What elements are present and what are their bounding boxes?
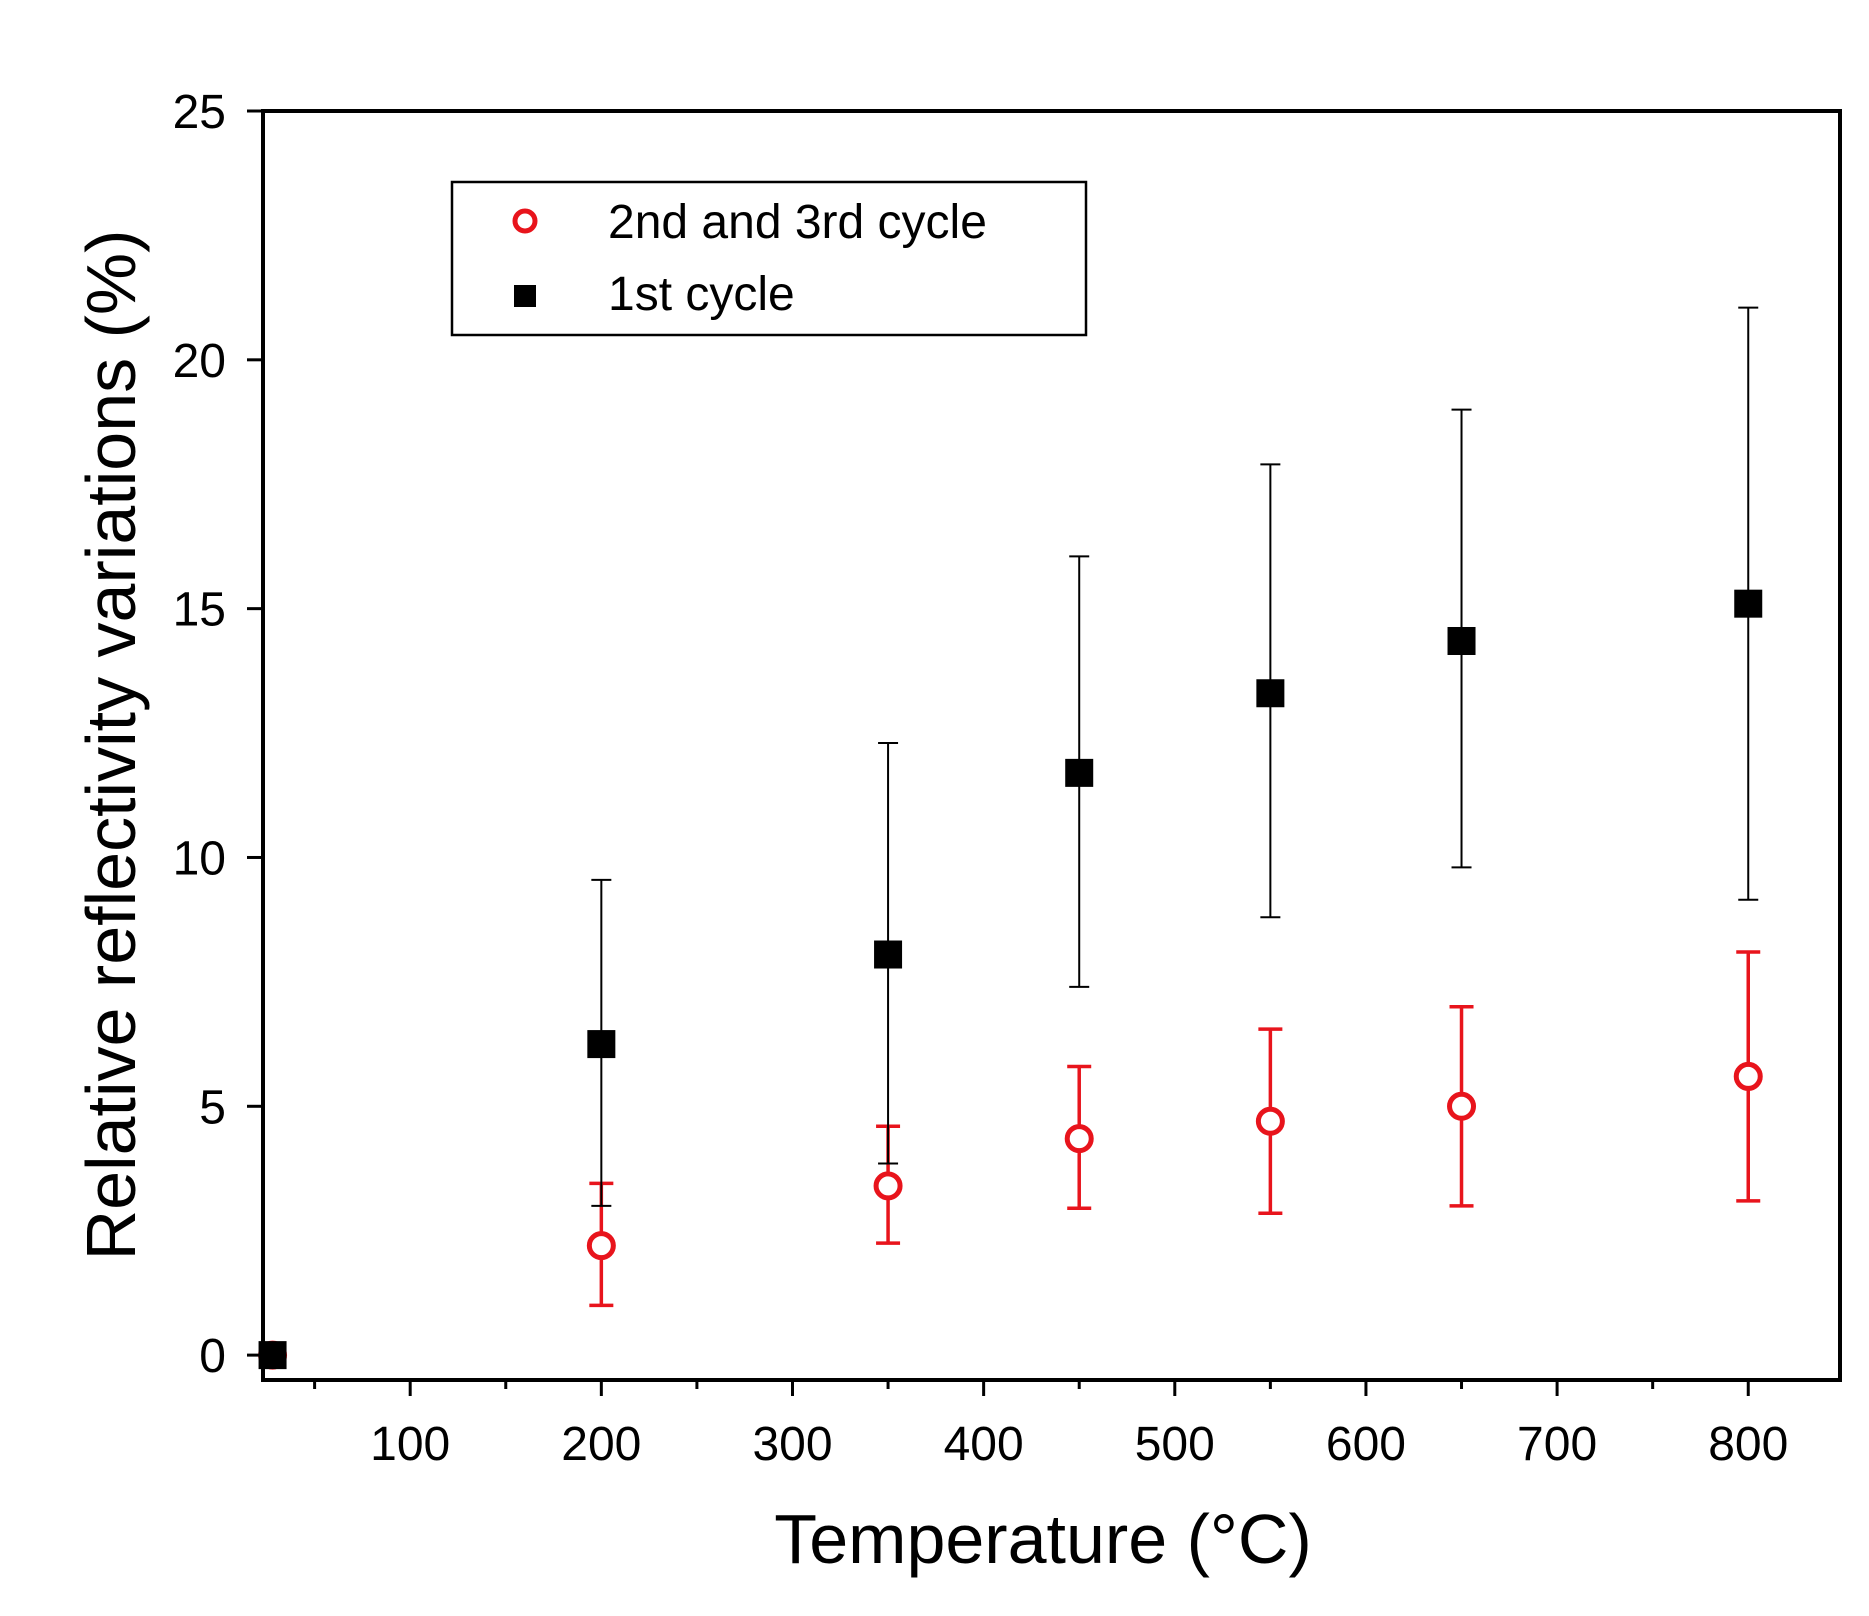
y-tick-label: 15 <box>173 584 226 637</box>
legend: 2nd and 3rd cycle 1st cycle <box>450 180 1088 337</box>
x-axis: 100 200 300 400 500 600 700 800 <box>313 1380 1788 1471</box>
y-tick-label: 10 <box>173 832 226 885</box>
data-point <box>1734 589 1763 618</box>
data-point <box>873 1171 903 1201</box>
legend-box <box>450 180 1088 337</box>
data-point <box>1065 758 1094 787</box>
x-tick-label: 800 <box>1708 1418 1788 1471</box>
legend-label-1st-cycle: 1st cycle <box>608 268 795 321</box>
data-point <box>1733 1061 1763 1091</box>
y-axis-title: Relative reflectivity variations (%) <box>72 230 150 1261</box>
legend-label-2nd-and-3rd-cycle: 2nd and 3rd cycle <box>608 196 987 249</box>
x-tick-label: 600 <box>1326 1418 1406 1471</box>
data-point <box>1447 1091 1477 1121</box>
x-tick-label: 500 <box>1135 1418 1215 1471</box>
y-axis: 0 5 10 15 20 25 <box>173 86 263 1383</box>
y-tick-label: 25 <box>173 86 226 139</box>
data-point <box>586 1231 616 1261</box>
x-tick-label: 200 <box>561 1418 641 1471</box>
data-point <box>1447 626 1476 655</box>
x-axis-title: Temperature (°C) <box>774 1500 1312 1578</box>
series-1st-cycle <box>258 306 1763 1370</box>
x-tick-label: 400 <box>944 1418 1024 1471</box>
data-point <box>1064 1124 1094 1154</box>
data-point <box>587 1030 616 1059</box>
y-tick-label: 0 <box>199 1330 226 1383</box>
legend-marker-2nd-and-3rd-cycle <box>512 208 538 234</box>
x-tick-label: 700 <box>1517 1418 1597 1471</box>
y-tick-label: 20 <box>173 335 226 388</box>
plot-frame <box>261 109 1842 1382</box>
data-point <box>1256 679 1285 708</box>
x-tick-label: 300 <box>752 1418 832 1471</box>
data-point <box>874 940 903 969</box>
series-2nd-and-3rd-cycle <box>258 950 1763 1370</box>
data-point <box>1255 1106 1285 1136</box>
series-layer <box>258 306 1763 1370</box>
x-tick-label: 100 <box>370 1418 450 1471</box>
y-tick-label: 5 <box>199 1081 226 1134</box>
legend-marker-1st-cycle <box>514 285 536 307</box>
